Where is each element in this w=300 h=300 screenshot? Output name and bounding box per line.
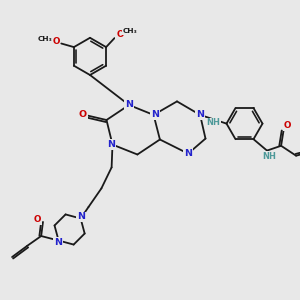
Text: N: N bbox=[125, 100, 133, 109]
Text: CH₃: CH₃ bbox=[123, 28, 137, 34]
Text: N: N bbox=[151, 110, 159, 119]
Text: N: N bbox=[107, 140, 115, 149]
Text: O: O bbox=[284, 121, 291, 130]
Text: N: N bbox=[77, 212, 85, 221]
Text: O: O bbox=[52, 37, 60, 46]
Text: CH₃: CH₃ bbox=[38, 36, 52, 42]
Text: N: N bbox=[184, 149, 192, 158]
Text: N: N bbox=[196, 110, 204, 119]
Text: O: O bbox=[79, 110, 87, 119]
Text: O: O bbox=[116, 30, 124, 39]
Text: N: N bbox=[54, 238, 62, 247]
Text: O: O bbox=[34, 215, 41, 224]
Text: NH: NH bbox=[262, 152, 276, 161]
Text: NH: NH bbox=[206, 118, 220, 127]
